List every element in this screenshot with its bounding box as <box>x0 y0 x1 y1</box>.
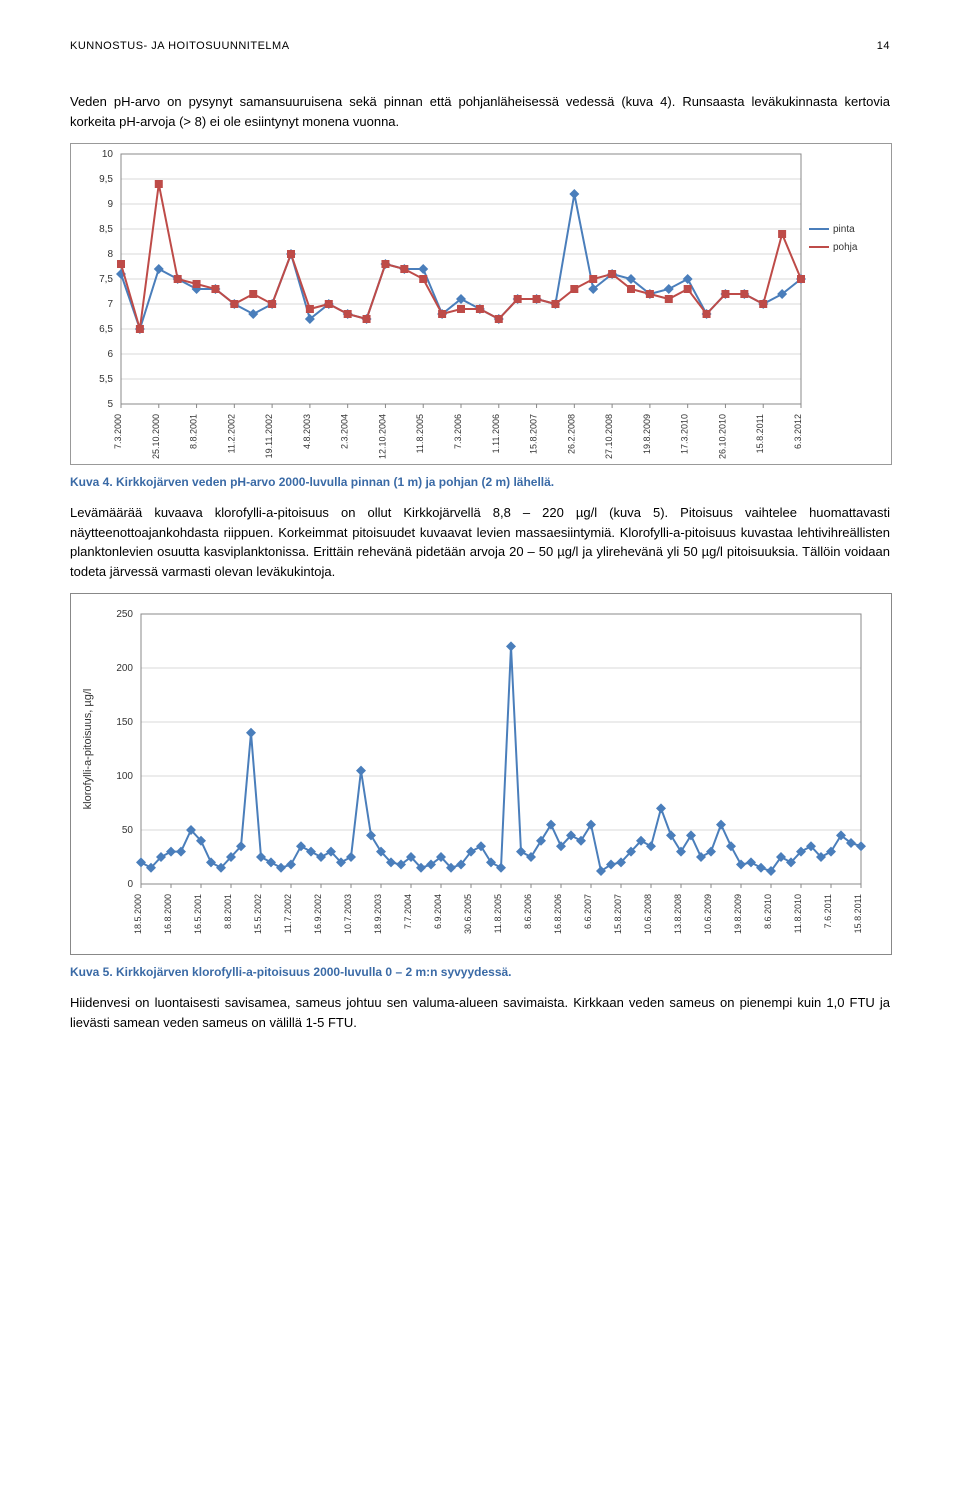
svg-text:50: 50 <box>122 825 134 836</box>
svg-text:10: 10 <box>102 149 114 160</box>
svg-text:11.7.2002: 11.7.2002 <box>283 894 293 933</box>
svg-text:18.9.2003: 18.9.2003 <box>373 894 383 934</box>
svg-text:5: 5 <box>107 399 113 410</box>
header-left: KUNNOSTUS- JA HOITOSUUNNITELMA <box>70 40 290 52</box>
caption-1: Kuva 4. Kirkkojärven veden pH-arvo 2000-… <box>70 475 890 489</box>
svg-text:250: 250 <box>116 609 133 620</box>
svg-text:16.8.2006: 16.8.2006 <box>553 894 563 934</box>
svg-text:15.5.2002: 15.5.2002 <box>253 894 263 934</box>
svg-text:10.7.2003: 10.7.2003 <box>343 894 353 934</box>
svg-text:6.6.2007: 6.6.2007 <box>583 894 593 929</box>
svg-text:15.8.2011: 15.8.2011 <box>755 414 765 453</box>
caption-2: Kuva 5. Kirkkojärven klorofylli-a-pitois… <box>70 965 890 979</box>
svg-text:200: 200 <box>116 663 133 674</box>
svg-text:klorofylli-a-pitoisuus, µg/l: klorofylli-a-pitoisuus, µg/l <box>82 689 94 810</box>
svg-text:8.8.2001: 8.8.2001 <box>189 414 199 449</box>
svg-text:9,5: 9,5 <box>99 174 113 185</box>
svg-text:16.9.2002: 16.9.2002 <box>313 894 323 934</box>
svg-text:6.9.2004: 6.9.2004 <box>433 894 443 929</box>
svg-text:8.6.2006: 8.6.2006 <box>523 894 533 929</box>
svg-text:8,5: 8,5 <box>99 224 113 235</box>
svg-text:30.6.2005: 30.6.2005 <box>463 894 473 934</box>
svg-text:17.3.2010: 17.3.2010 <box>680 414 690 454</box>
svg-text:pinta: pinta <box>833 224 855 235</box>
svg-text:pohja: pohja <box>833 242 858 253</box>
svg-text:10.6.2008: 10.6.2008 <box>643 894 653 934</box>
svg-text:26.10.2010: 26.10.2010 <box>717 414 727 459</box>
svg-text:15.8.2011: 15.8.2011 <box>853 894 863 933</box>
svg-text:6: 6 <box>107 349 113 360</box>
svg-text:150: 150 <box>116 717 133 728</box>
svg-text:25.10.2000: 25.10.2000 <box>151 414 161 459</box>
svg-text:7: 7 <box>107 299 113 310</box>
svg-text:11.8.2005: 11.8.2005 <box>493 894 503 933</box>
paragraph-1: Veden pH-arvo on pysynyt samansuuruisena… <box>70 92 890 131</box>
chart-chlorophyll: 0 50 100 150 200 250 klorofylli-a-pitoisuus, µ… <box>70 593 892 955</box>
svg-text:7.7.2004: 7.7.2004 <box>403 894 413 929</box>
svg-text:8: 8 <box>107 249 113 260</box>
svg-text:11.8.2005: 11.8.2005 <box>415 414 425 453</box>
svg-text:100: 100 <box>116 771 133 782</box>
svg-text:19.8.2009: 19.8.2009 <box>733 894 743 934</box>
svg-text:8.8.2001: 8.8.2001 <box>223 894 233 929</box>
svg-text:16.5.2001: 16.5.2001 <box>193 894 203 934</box>
svg-text:18.5.2000: 18.5.2000 <box>133 894 143 934</box>
svg-text:4.8.2003: 4.8.2003 <box>302 414 312 449</box>
svg-text:19.11.2002: 19.11.2002 <box>264 414 274 458</box>
paragraph-2: Levämäärää kuvaava klorofylli-a-pitoisuu… <box>70 503 890 581</box>
svg-text:13.8.2008: 13.8.2008 <box>673 894 683 934</box>
page-header: KUNNOSTUS- JA HOITOSUUNNITELMA 14 <box>70 40 890 52</box>
svg-text:19.8.2009: 19.8.2009 <box>642 414 652 454</box>
svg-text:11.8.2010: 11.8.2010 <box>793 894 803 933</box>
svg-text:7,5: 7,5 <box>99 274 113 285</box>
paragraph-3: Hiidenvesi on luontaisesti savisamea, sa… <box>70 993 890 1032</box>
header-pagenum: 14 <box>877 40 890 52</box>
svg-text:26.2.2008: 26.2.2008 <box>566 414 576 454</box>
svg-text:16.8.2000: 16.8.2000 <box>163 894 173 934</box>
svg-text:6.3.2012: 6.3.2012 <box>793 414 803 449</box>
svg-text:7.6.2011: 7.6.2011 <box>823 894 833 928</box>
svg-text:6,5: 6,5 <box>99 324 113 335</box>
svg-text:10.6.2009: 10.6.2009 <box>703 894 713 934</box>
svg-text:8.6.2010: 8.6.2010 <box>763 894 773 929</box>
chart-ph: 5 5,5 6 6,5 7 7,5 8 8,5 9 9,5 10 7.3.2000 25.10.2000… <box>70 143 892 465</box>
svg-text:0: 0 <box>127 879 133 890</box>
svg-text:7.3.2006: 7.3.2006 <box>453 414 463 449</box>
svg-text:9: 9 <box>107 199 113 210</box>
svg-text:12.10.2004: 12.10.2004 <box>377 414 387 459</box>
svg-text:15.8.2007: 15.8.2007 <box>613 894 623 934</box>
svg-text:2.3.2004: 2.3.2004 <box>340 414 350 449</box>
svg-text:11.2.2002: 11.2.2002 <box>226 414 236 453</box>
svg-text:1.11.2006: 1.11.2006 <box>491 414 501 453</box>
svg-text:5,5: 5,5 <box>99 374 113 385</box>
svg-text:27.10.2008: 27.10.2008 <box>604 414 614 459</box>
svg-text:7.3.2000: 7.3.2000 <box>113 414 123 449</box>
svg-text:15.8.2007: 15.8.2007 <box>529 414 539 454</box>
